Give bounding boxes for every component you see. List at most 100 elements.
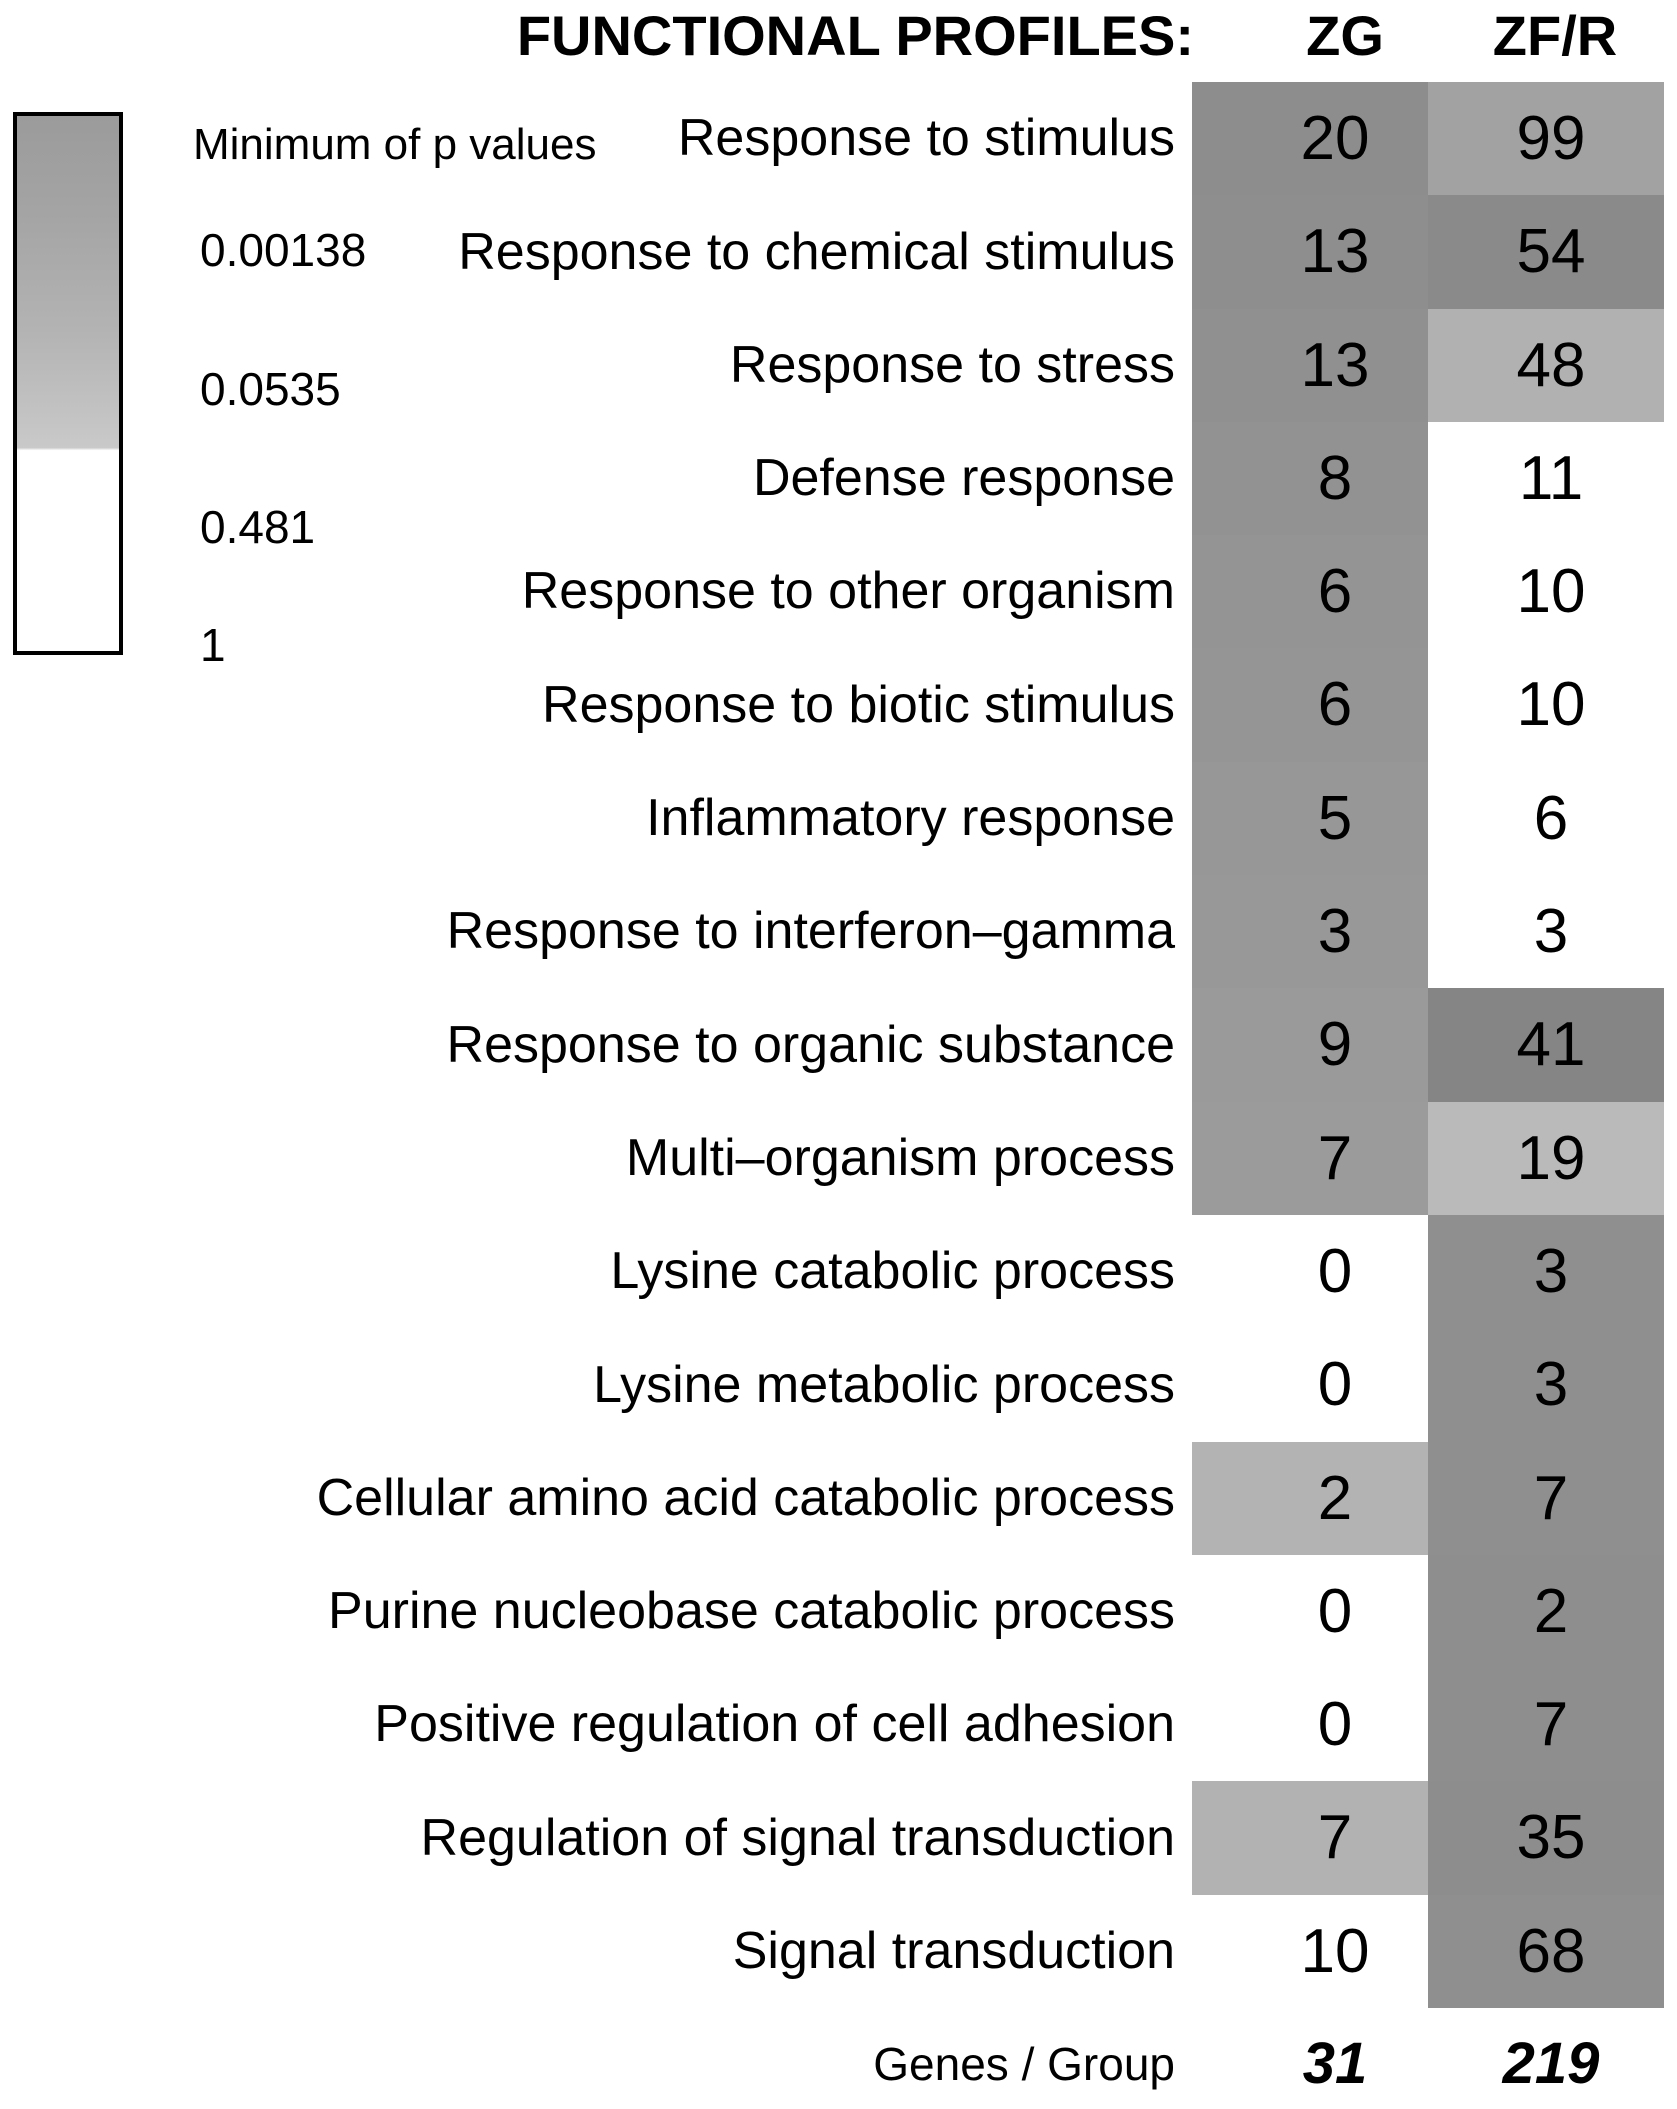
cell-value: 54	[1516, 217, 1586, 286]
heatmap-cell-zfr: 68	[1428, 1895, 1664, 2008]
column-header-zfr: ZF/R	[1492, 4, 1618, 67]
cell-value: 7	[1317, 1124, 1353, 1193]
row-label: Defense response	[752, 449, 1175, 507]
legend-tick-0.0535: 0.0535	[200, 363, 341, 415]
heatmap-cell-zfr: 19	[1428, 1102, 1664, 1215]
cell-value: 35	[1516, 1803, 1586, 1872]
heatmap-cell-zg: 9	[1192, 988, 1428, 1102]
heatmap-cell-zfr: 10	[1428, 648, 1664, 762]
cell-value: 10	[1516, 670, 1586, 739]
footer-total-zfr-value: 219	[1502, 2031, 1600, 2096]
row-label: Positive regulation of cell adhesion	[374, 1695, 1175, 1753]
row-label: Regulation of signal transduction	[420, 1809, 1175, 1867]
cell-value: 0	[1317, 1577, 1353, 1646]
cell-value: 19	[1516, 1124, 1586, 1193]
cell-value: 0	[1317, 1350, 1353, 1419]
footer-total-zg-value: 31	[1302, 2031, 1368, 2096]
heatmap-cell-zfr: 48	[1428, 309, 1664, 422]
heatmap-cell-zg: 10	[1192, 1895, 1428, 2008]
row-label: Lysine catabolic process	[610, 1242, 1175, 1300]
heatmap-cell-zfr: 99	[1428, 82, 1664, 195]
heatmap-cell-zg: 7	[1192, 1781, 1428, 1895]
row-label: Purine nucleobase catabolic process	[328, 1582, 1175, 1640]
cell-value: 3	[1533, 1350, 1569, 1419]
row-label: Inflammatory response	[646, 789, 1175, 847]
cell-value: 7	[1533, 1690, 1569, 1759]
heatmap-cell-zfr: 54	[1428, 195, 1664, 309]
legend-tick-0.481: 0.481	[200, 501, 316, 553]
cell-value: 6	[1533, 784, 1569, 853]
cell-value: 3	[1533, 897, 1569, 966]
cell-value: 3	[1533, 1237, 1569, 1306]
cell-value: 0	[1317, 1237, 1353, 1306]
row-label: Response to stress	[729, 336, 1175, 394]
cell-value: 41	[1516, 1010, 1586, 1079]
heatmap-cell-zfr: 3	[1428, 1328, 1664, 1442]
heatmap-cell-zfr: 10	[1428, 535, 1664, 648]
row-label: Response to stimulus	[677, 109, 1175, 167]
cell-value: 68	[1516, 1917, 1586, 1986]
row-label: Response to interferon–gamma	[446, 902, 1175, 960]
cell-value: 10	[1300, 1917, 1370, 1986]
heatmap-cell-zg: 6	[1192, 648, 1428, 762]
heatmap-cell-zfr: 3	[1428, 1215, 1664, 1328]
cell-value: 9	[1317, 1010, 1353, 1079]
heatmap-cell-zg: 0	[1192, 1328, 1428, 1442]
footer-total-zfr: 219	[1428, 2008, 1664, 2109]
heatmap-cell-zg: 13	[1192, 195, 1428, 309]
heatmap-cell-zg: 0	[1192, 1555, 1428, 1668]
cell-value: 13	[1300, 217, 1370, 286]
heatmap-cell-zg: 6	[1192, 535, 1428, 648]
legend-tick-0.00138: 0.00138	[200, 224, 367, 276]
heatmap-cell-zfr: 7	[1428, 1442, 1664, 1555]
cell-value: 48	[1516, 331, 1586, 400]
row-label: Response to other organism	[521, 562, 1175, 620]
row-label: Response to biotic stimulus	[542, 676, 1175, 734]
cell-value: 99	[1516, 104, 1586, 173]
row-label: Response to organic substance	[446, 1016, 1175, 1074]
cell-value: 7	[1533, 1464, 1569, 1533]
row-label: Signal transduction	[732, 1922, 1175, 1980]
heatmap-cell-zfr: 7	[1428, 1668, 1664, 1781]
cell-value: 10	[1516, 557, 1586, 626]
cell-value: 7	[1317, 1803, 1353, 1872]
heatmap-cell-zg: 20	[1192, 82, 1428, 195]
heatmap-cell-zg: 3	[1192, 875, 1428, 988]
heatmap-cell-zg: 5	[1192, 762, 1428, 875]
heatmap-cell-zg: 7	[1192, 1102, 1428, 1215]
column-header-zg: ZG	[1306, 4, 1384, 67]
cell-value: 6	[1317, 557, 1353, 626]
cell-value: 6	[1317, 670, 1353, 739]
pvalue-gradient-bar	[13, 112, 123, 655]
cell-value: 2	[1317, 1464, 1353, 1533]
heatmap-cell-zg: 13	[1192, 309, 1428, 422]
cell-value: 20	[1300, 104, 1370, 173]
legend-tick-1: 1	[200, 619, 226, 671]
heatmap-cell-zg: 2	[1192, 1442, 1428, 1555]
heatmap-cell-zg: 0	[1192, 1215, 1428, 1328]
cell-value: 11	[1518, 444, 1584, 513]
row-label: Response to chemical stimulus	[458, 223, 1175, 281]
row-label: Multi–organism process	[625, 1129, 1175, 1187]
row-label: Cellular amino acid catabolic process	[316, 1469, 1175, 1527]
figure-title: FUNCTIONAL PROFILES:	[516, 4, 1194, 67]
heatmap-cell-zfr: 35	[1428, 1781, 1664, 1895]
footer-row-label: Genes / Group	[873, 2038, 1175, 2090]
heatmap-cell-zfr: 6	[1428, 762, 1664, 875]
row-label: Lysine metabolic process	[593, 1356, 1175, 1414]
cell-value: 2	[1533, 1577, 1569, 1646]
cell-value: 0	[1317, 1690, 1353, 1759]
pvalue-gradient-fill	[17, 116, 119, 651]
heatmap-cell-zfr: 3	[1428, 875, 1664, 988]
legend-title: Minimum of p values	[193, 120, 597, 169]
heatmap-cell-zfr: 11	[1428, 422, 1664, 535]
heatmap-cell-zfr: 41	[1428, 988, 1664, 1102]
cell-value: 5	[1317, 784, 1353, 853]
heatmap-cell-zg: 8	[1192, 422, 1428, 535]
heatmap-cell-zg: 0	[1192, 1668, 1428, 1781]
heatmap-cell-zfr: 2	[1428, 1555, 1664, 1668]
footer-total-zg: 31	[1192, 2008, 1428, 2109]
cell-value: 13	[1300, 331, 1370, 400]
cell-value: 8	[1317, 444, 1353, 513]
